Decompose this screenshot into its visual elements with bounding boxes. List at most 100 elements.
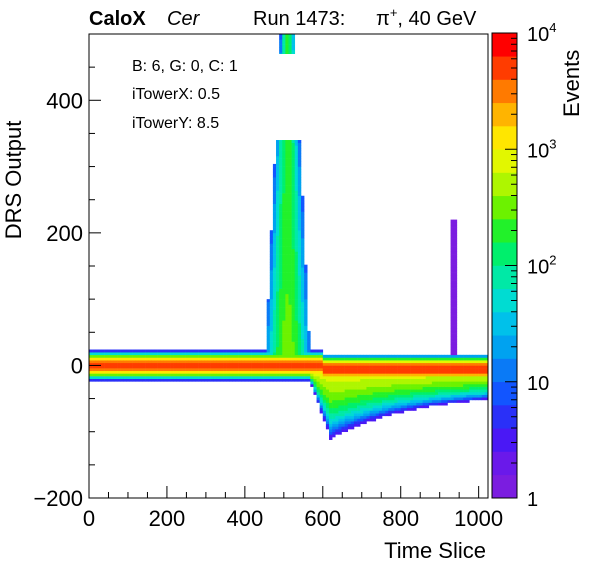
heatmap-bin xyxy=(272,333,277,337)
heatmap-bin xyxy=(375,415,380,419)
heatmap-bin xyxy=(294,227,299,231)
heatmap-bin xyxy=(416,383,420,387)
heatmap-bin xyxy=(160,365,165,369)
heatmap-bin xyxy=(276,309,280,313)
heatmap-bin xyxy=(282,251,286,255)
heatmap-bin xyxy=(285,169,289,173)
heatmap-bin xyxy=(410,399,414,403)
heatmap-bin xyxy=(466,362,470,366)
heatmap-bin xyxy=(173,368,177,372)
heatmap-bin xyxy=(288,41,292,45)
heatmap-bin xyxy=(463,399,467,403)
heatmap-bin xyxy=(400,397,405,401)
heatmap-bin xyxy=(285,44,289,48)
heatmap-bin xyxy=(360,373,364,377)
heatmap-bin xyxy=(285,325,289,329)
heatmap-bin xyxy=(269,338,274,342)
heatmap-bin xyxy=(391,397,395,401)
heatmap-bin xyxy=(397,389,402,393)
heatmap-bin xyxy=(266,373,271,377)
heatmap-bin xyxy=(375,389,380,393)
heatmap-bin xyxy=(332,423,336,427)
heatmap-bin xyxy=(357,360,361,364)
heatmap-bin xyxy=(484,383,489,387)
heatmap-bin xyxy=(422,362,426,366)
heatmap-bin xyxy=(297,309,302,313)
heatmap-bin xyxy=(307,352,311,356)
heatmap-bin xyxy=(413,394,417,398)
heatmap-bin xyxy=(304,346,308,350)
heatmap-bin xyxy=(360,365,364,369)
heatmap-bin xyxy=(388,405,392,409)
color-scale-step xyxy=(492,288,517,313)
heatmap-bin xyxy=(294,251,299,255)
heatmap-bin xyxy=(363,394,367,398)
heatmap-bin xyxy=(170,360,174,364)
heatmap-bin xyxy=(272,195,277,199)
heatmap-bin xyxy=(276,227,280,231)
heatmap-bin xyxy=(304,285,308,289)
heatmap-bin xyxy=(229,354,233,358)
heatmap-bin xyxy=(425,360,430,364)
heatmap-bin xyxy=(282,203,286,207)
heatmap-bin xyxy=(357,413,361,417)
heatmap-bin xyxy=(276,262,280,265)
heatmap-bin xyxy=(378,389,383,393)
heatmap-bin xyxy=(276,267,280,271)
heatmap-bin xyxy=(266,349,271,353)
heatmap-bin xyxy=(282,41,286,45)
heatmap-bin xyxy=(185,360,190,364)
heatmap-bin xyxy=(191,357,196,361)
heatmap-bin xyxy=(166,365,171,369)
heatmap-bin xyxy=(297,362,302,366)
heatmap-bin xyxy=(294,360,299,364)
heatmap-bin xyxy=(223,362,227,366)
heatmap-bin xyxy=(297,304,302,308)
heatmap-bin xyxy=(463,391,467,395)
heatmap-bin xyxy=(391,391,395,395)
heatmap-bin xyxy=(338,373,342,377)
heatmap-bin xyxy=(276,193,280,197)
heatmap-bin xyxy=(297,264,302,268)
heatmap-bin xyxy=(157,352,161,356)
heatmap-bin xyxy=(123,370,127,374)
heatmap-bin xyxy=(294,288,299,292)
heatmap-bin xyxy=(294,317,299,321)
heatmap-bin xyxy=(223,373,227,377)
heatmap-bin xyxy=(272,368,277,372)
heatmap-bin xyxy=(282,171,286,175)
heatmap-bin xyxy=(294,277,299,281)
heatmap-bin xyxy=(297,171,302,175)
heatmap-bin xyxy=(353,354,358,358)
heatmap-bin xyxy=(282,230,286,234)
heatmap-bin xyxy=(279,227,283,231)
heatmap-bin xyxy=(475,370,479,374)
heatmap-bin xyxy=(294,240,299,244)
heatmap-bin xyxy=(132,357,137,361)
heatmap-bin xyxy=(266,338,271,342)
heatmap-bin xyxy=(450,246,455,250)
heatmap-bin xyxy=(107,373,112,377)
heatmap-bin xyxy=(291,262,296,265)
heatmap-bin xyxy=(117,376,121,379)
heatmap-bin xyxy=(291,254,296,258)
heatmap-bin xyxy=(279,370,283,374)
heatmap-bin xyxy=(145,370,149,374)
heatmap-bin xyxy=(385,362,389,366)
heatmap-bin xyxy=(372,376,377,379)
heatmap-bin xyxy=(279,246,283,250)
heatmap-bin xyxy=(285,47,289,51)
heatmap-bin xyxy=(263,362,267,366)
heatmap-bin xyxy=(453,269,458,273)
heatmap-bin xyxy=(350,357,355,361)
heatmap-bin xyxy=(394,360,398,364)
heatmap-bin xyxy=(201,354,205,358)
heatmap-bin xyxy=(316,383,320,387)
heatmap-bin xyxy=(322,402,327,406)
heatmap-bin xyxy=(322,410,327,414)
heatmap-bin xyxy=(447,354,451,358)
heatmap-bin xyxy=(388,389,392,393)
heatmap-bin xyxy=(329,362,333,366)
heatmap-bin xyxy=(338,405,342,409)
heatmap-bin xyxy=(282,315,286,318)
